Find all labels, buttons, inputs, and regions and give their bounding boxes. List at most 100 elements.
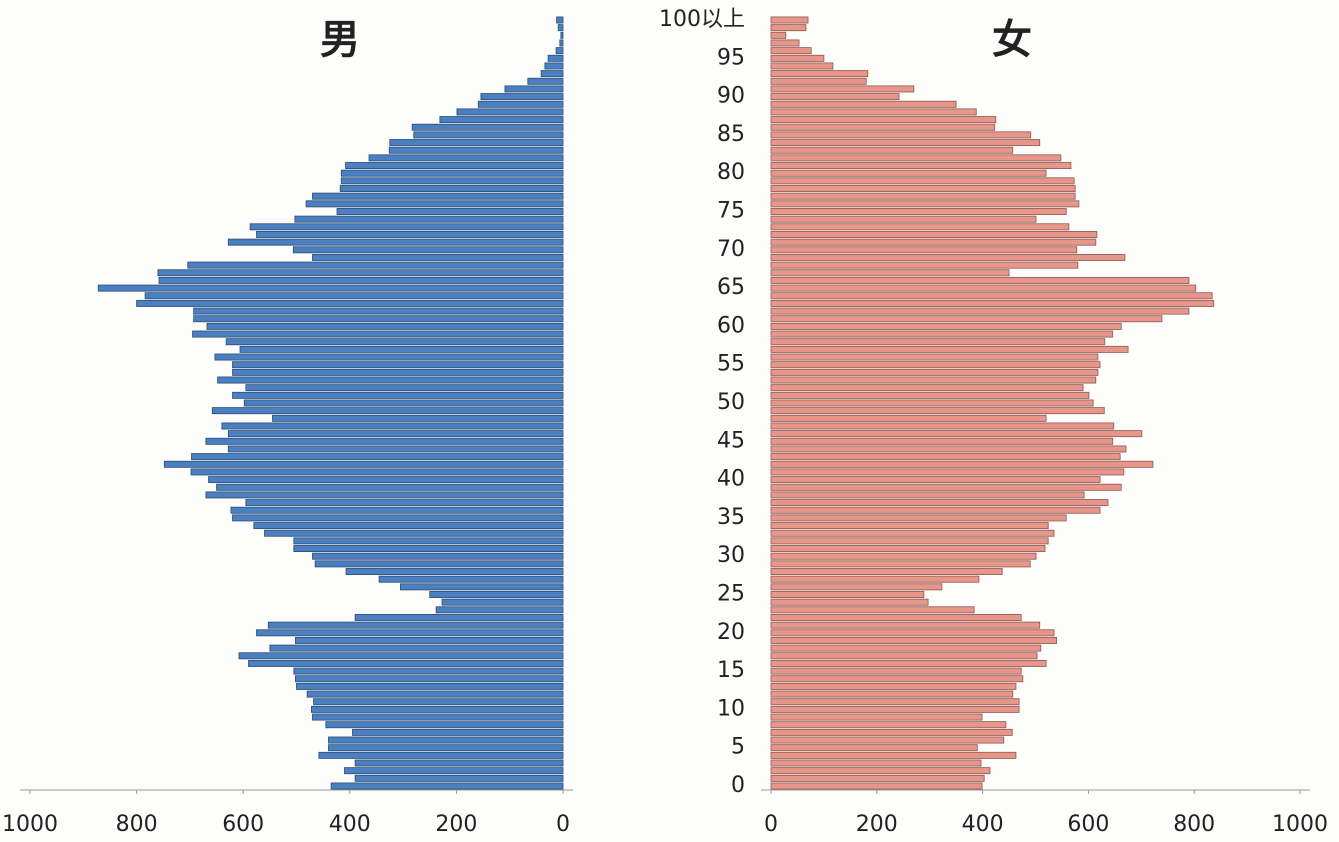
bar (264, 529, 564, 537)
bar (206, 322, 564, 330)
bar (770, 284, 1197, 292)
bar (193, 307, 564, 315)
bar (770, 185, 1076, 192)
bar (267, 621, 564, 629)
bar (339, 185, 564, 192)
x-tick-label: 200 (856, 812, 898, 837)
bar (158, 276, 564, 284)
bar (770, 606, 975, 614)
bar (770, 453, 1121, 461)
y-tick-label: 10 (717, 696, 745, 721)
bar (544, 62, 564, 70)
bar (477, 100, 564, 108)
bar (227, 445, 564, 453)
bar (205, 491, 564, 499)
bar (770, 123, 996, 131)
bar (295, 636, 564, 644)
y-tick-label: 15 (717, 658, 745, 683)
bar (217, 376, 564, 384)
male-title: 男 (320, 17, 360, 63)
bar (770, 353, 1099, 361)
bar (191, 453, 564, 461)
bar (770, 200, 1080, 208)
bar (340, 177, 564, 185)
bar (557, 24, 564, 32)
bar (770, 483, 1122, 491)
y-tick-label: 95 (717, 45, 745, 70)
bar (400, 583, 564, 591)
bar (312, 253, 564, 261)
bar (770, 759, 982, 767)
bar (253, 522, 564, 530)
bar (770, 169, 1047, 177)
bar (770, 506, 1101, 514)
bar (225, 338, 564, 346)
bar (456, 108, 564, 116)
bar (312, 552, 564, 560)
y-tick-label: 100以上 (659, 7, 745, 32)
bar (770, 269, 1010, 277)
bar (227, 430, 564, 438)
bar (770, 476, 1101, 484)
bar (770, 721, 1007, 729)
bar (770, 751, 1017, 759)
bar (770, 361, 1101, 369)
bar (770, 299, 1215, 307)
bar (208, 476, 564, 484)
x-tick-label: 1000 (1272, 812, 1328, 837)
bar (439, 116, 564, 124)
bar (441, 598, 564, 606)
bar (318, 751, 564, 759)
bar (256, 231, 564, 238)
bar (770, 85, 915, 93)
bar (227, 238, 564, 246)
bar (232, 514, 564, 522)
bar (770, 736, 1005, 744)
bar (540, 70, 564, 78)
bar (256, 629, 564, 637)
bar (245, 384, 564, 392)
bar (770, 24, 807, 32)
y-tick-label: 90 (717, 84, 745, 109)
bar (295, 675, 564, 683)
bar (214, 353, 564, 361)
bar (770, 659, 1047, 667)
bar (770, 292, 1213, 300)
bar (770, 652, 1038, 660)
bar (232, 391, 564, 399)
bar (770, 437, 1114, 445)
bar (352, 728, 564, 736)
y-tick-label: 30 (717, 543, 745, 568)
bar (770, 93, 900, 101)
bar (306, 690, 564, 698)
y-tick-label: 40 (717, 467, 745, 492)
bar (770, 552, 1037, 560)
bar (547, 54, 564, 62)
bar (504, 85, 564, 93)
bar (770, 47, 812, 55)
bar (770, 644, 1042, 652)
bar (243, 399, 564, 407)
bar (296, 682, 564, 690)
bar (770, 675, 1024, 683)
bar (344, 767, 564, 775)
bar (221, 422, 564, 430)
x-tick-label: 0 (764, 812, 778, 837)
bar (770, 690, 1014, 698)
bar (770, 70, 869, 78)
bar (770, 667, 1022, 675)
bar (144, 292, 564, 300)
x-tick-label: 400 (962, 812, 1004, 837)
bar (770, 407, 1105, 415)
y-tick-label: 80 (717, 160, 745, 185)
x-tick-label: 600 (1067, 812, 1109, 837)
bar (232, 361, 564, 369)
y-tick-label: 85 (717, 122, 745, 147)
bar (770, 575, 980, 583)
x-tick-label: 800 (1173, 812, 1215, 837)
bar (293, 545, 564, 553)
bar (770, 215, 1037, 223)
bar (211, 407, 564, 415)
bar (770, 399, 1094, 407)
